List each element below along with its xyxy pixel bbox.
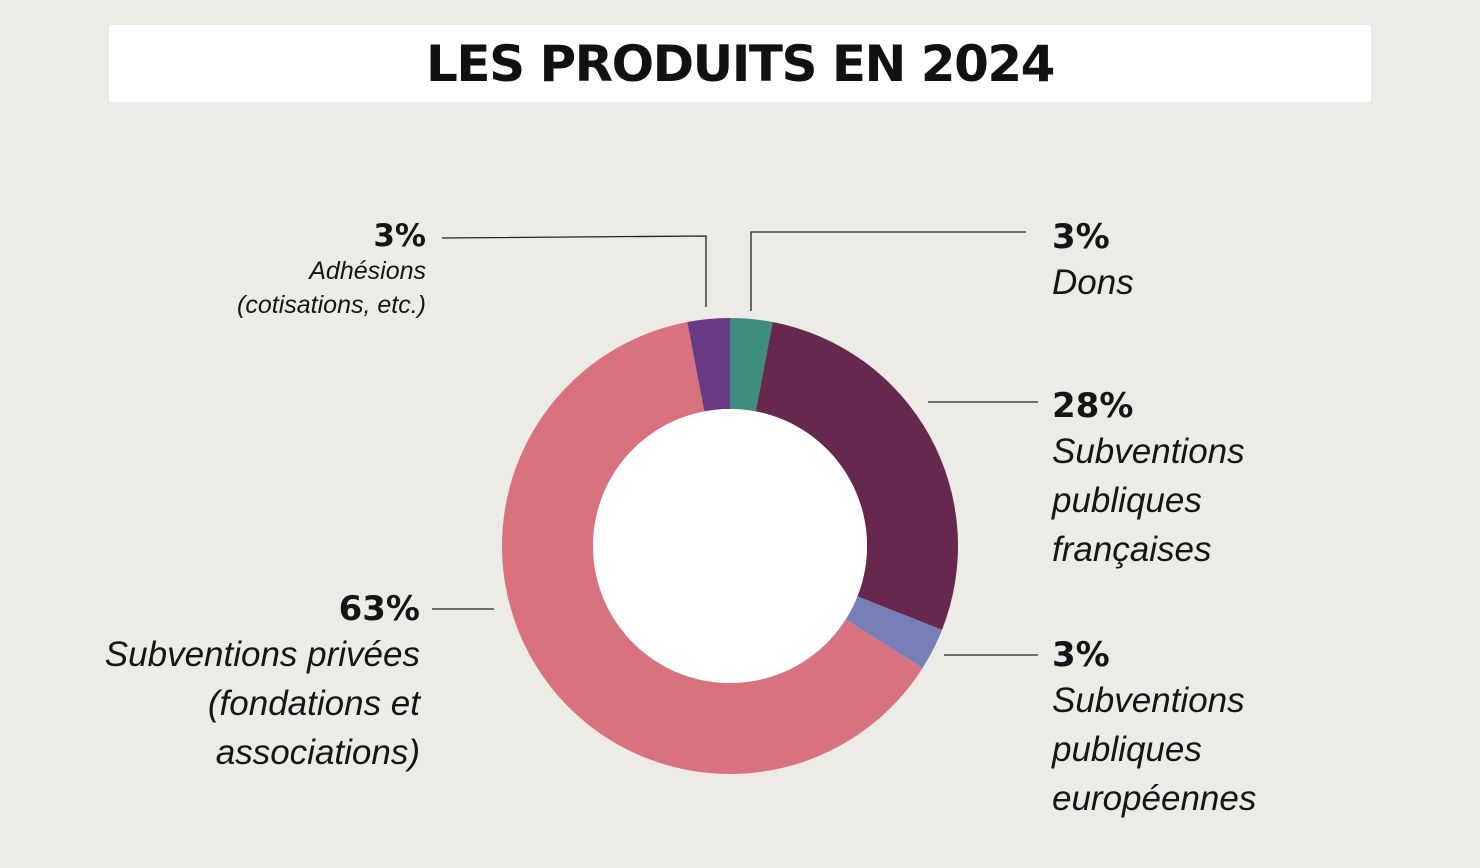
label-publiques-europeennes-name: Subventions publiques européennes [1052,681,1257,818]
slice-adhesions [687,318,730,412]
leader-dons [750,231,1026,311]
slice-publiques-europeennes [845,596,942,669]
leader-adhesions [441,235,707,307]
slice-privees [502,322,923,774]
label-dons-pct: 3% [1052,217,1110,257]
label-privees: 63% Subventions privées (fondations et a… [105,588,420,777]
label-publiques-europeennes-pct: 3% [1052,635,1110,675]
label-publiques-francaises: 28% Subventions publiques françaises [1052,385,1245,574]
slice-publiques-francaises [755,322,958,630]
donut-hole [593,409,867,683]
label-adhesions: 3% Adhésions (cotisations, etc.) [237,218,426,322]
label-privees-pct: 63% [338,589,420,629]
label-adhesions-name: Adhésions (cotisations, etc.) [237,257,426,319]
label-publiques-europeennes: 3% Subventions publiques européennes [1052,634,1256,823]
slice-dons [730,318,773,412]
chart-title: LES PRODUITS EN 2024 [426,34,1055,93]
label-publiques-francaises-pct: 28% [1052,386,1134,426]
label-privees-name: Subventions privées (fondations et assoc… [104,635,420,772]
label-adhesions-pct: 3% [373,218,426,254]
label-dons: 3% Dons [1052,216,1134,307]
title-bar: LES PRODUITS EN 2024 [109,25,1371,102]
label-publiques-francaises-name: Subventions publiques françaises [1052,432,1245,569]
label-dons-name: Dons [1052,263,1134,302]
